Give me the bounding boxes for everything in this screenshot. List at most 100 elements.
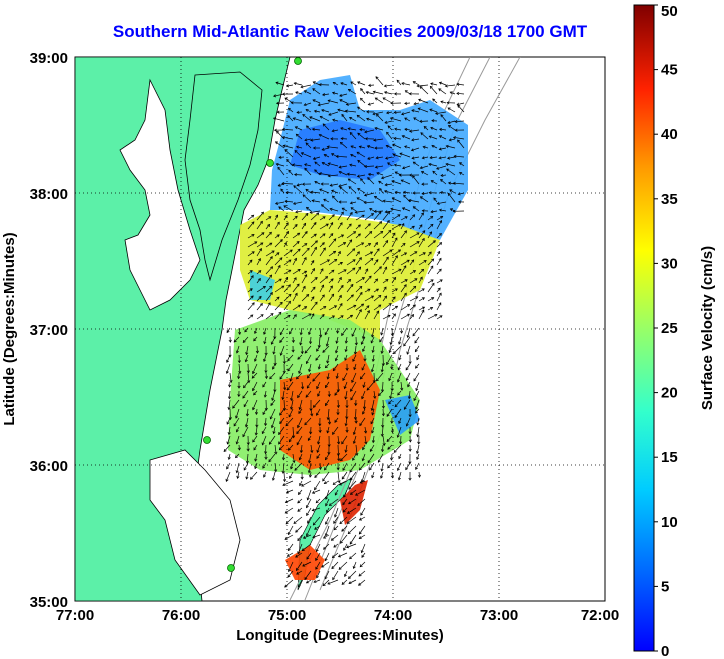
velocity-arrow-head: [447, 107, 451, 111]
velocity-arrow: [310, 233, 317, 239]
velocity-arrow: [408, 199, 420, 203]
velocity-arrow-head: [271, 250, 275, 254]
velocity-arrow: [391, 180, 402, 185]
velocity-arrow: [336, 372, 339, 379]
velocity-arrow: [292, 215, 298, 221]
velocity-arrow-head: [413, 270, 417, 273]
velocity-arrow-head: [289, 475, 292, 480]
velocity-arrow-head: [372, 90, 376, 94]
velocity-arrow-head: [330, 278, 334, 282]
velocity-arrow: [418, 107, 429, 113]
velocity-arrow: [345, 417, 348, 426]
velocity-arrow-head: [292, 201, 297, 205]
velocity-arrow-head: [347, 127, 351, 131]
velocity-arrow-head: [386, 438, 390, 442]
velocity-arrow-head: [362, 406, 367, 410]
velocity-arrow: [440, 174, 447, 177]
velocity-arrow-head: [351, 333, 355, 337]
velocity-arrow-head: [305, 360, 309, 365]
velocity-arrow-head: [254, 466, 258, 470]
velocity-arrow: [297, 417, 303, 428]
velocity-arrow-head: [358, 582, 362, 586]
velocity-arrow: [411, 156, 420, 159]
velocity-arrow-head: [306, 556, 310, 560]
velocity-arrow: [436, 279, 443, 284]
velocity-arrow: [398, 417, 402, 424]
velocity-arrow-head: [279, 352, 283, 356]
velocity-arrow-head: [358, 517, 363, 521]
velocity-arrow: [346, 543, 357, 548]
velocity-arrow-head: [354, 342, 358, 346]
velocity-arrow-head: [388, 349, 392, 354]
velocity-arrow-head: [394, 305, 399, 309]
velocity-arrow: [439, 82, 447, 86]
velocity-arrow: [400, 327, 403, 334]
velocity-arrow-head: [383, 286, 387, 290]
velocity-arrow: [376, 172, 384, 176]
velocity-arrow: [340, 142, 348, 149]
velocity-arrow: [328, 294, 334, 302]
velocity-arrow: [301, 313, 312, 320]
velocity-arrow-head: [432, 170, 436, 174]
velocity-arrow: [337, 242, 346, 248]
velocity-arrow: [274, 285, 284, 293]
velocity-arrow-head: [370, 369, 374, 373]
velocity-arrow: [393, 137, 402, 140]
velocity-arrow: [242, 426, 249, 437]
velocity-arrow: [324, 480, 330, 484]
velocity-arrow: [364, 192, 375, 196]
velocity-arrow-head: [357, 159, 361, 163]
velocity-arrow-head: [406, 334, 410, 339]
velocity-arrow-head: [295, 210, 299, 214]
velocity-arrow-head: [388, 229, 392, 233]
velocity-arrow: [265, 231, 272, 239]
velocity-arrow-head: [269, 256, 273, 260]
velocity-arrow: [292, 453, 295, 463]
velocity-arrow: [243, 381, 249, 388]
velocity-arrow: [233, 417, 240, 427]
velocity-arrow: [228, 426, 231, 435]
velocity-arrow-head: [350, 153, 354, 157]
velocity-arrow-head: [253, 338, 257, 342]
velocity-arrow-head: [436, 201, 440, 205]
velocity-arrow: [350, 390, 357, 401]
velocity-arrow-head: [390, 457, 394, 461]
velocity-arrow: [359, 480, 366, 484]
velocity-arrow-head: [367, 177, 371, 181]
velocity-arrow-head: [227, 407, 231, 411]
velocity-arrow-head: [429, 108, 433, 112]
velocity-arrow: [325, 516, 330, 525]
velocity-arrow: [373, 288, 379, 293]
velocity-arrow: [353, 426, 357, 435]
velocity-arrow: [326, 507, 330, 513]
velocity-arrow-head: [303, 103, 307, 107]
velocity-arrow-head: [417, 441, 421, 445]
velocity-arrow: [294, 82, 303, 86]
velocity-arrow-head: [406, 259, 410, 263]
velocity-arrow: [322, 345, 330, 353]
velocity-arrow-head: [305, 188, 309, 192]
velocity-arrow-head: [308, 341, 313, 345]
velocity-arrow: [337, 453, 340, 461]
velocity-arrow: [280, 345, 285, 356]
colorbar-label: Surface Velocity (cm/s): [699, 246, 716, 410]
velocity-arrow-head: [276, 110, 280, 114]
velocity-arrow: [327, 408, 330, 420]
velocity-arrow: [423, 146, 429, 149]
velocity-arrow-head: [328, 112, 332, 116]
velocity-arrow-head: [360, 178, 364, 182]
velocity-arrow-head: [358, 257, 362, 261]
velocity-arrow-head: [325, 457, 328, 461]
velocity-arrow-head: [339, 540, 343, 544]
velocity-arrow-head: [370, 407, 374, 412]
velocity-arrow: [374, 196, 384, 203]
velocity-arrow: [364, 201, 375, 204]
velocity-arrow-head: [337, 480, 341, 484]
velocity-arrow: [346, 212, 353, 221]
velocity-arrow-head: [334, 492, 338, 496]
velocity-arrow: [301, 257, 307, 266]
velocity-arrow-head: [352, 431, 356, 436]
velocity-arrow: [421, 171, 429, 176]
velocity-arrow-head: [363, 358, 367, 362]
velocity-arrow-head: [325, 521, 328, 525]
